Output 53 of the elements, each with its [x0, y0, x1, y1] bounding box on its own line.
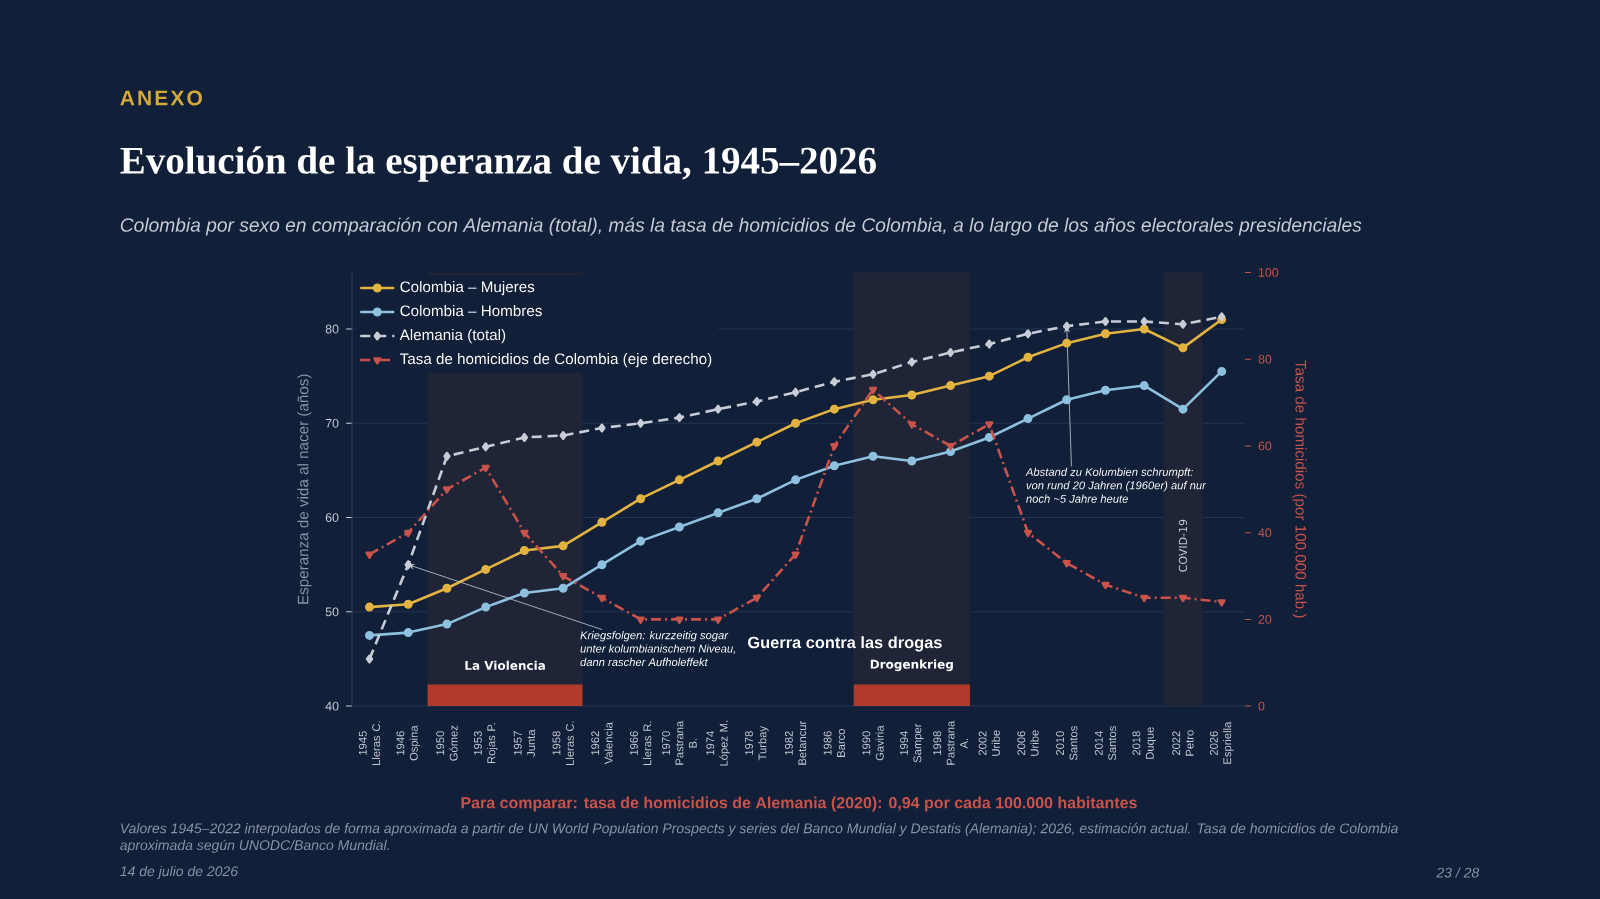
text: 14 de julio de 2026: [120, 865, 239, 879]
y-axis-title: Esperanza de vida al nacer (años): [297, 374, 312, 604]
x-tick-label: 2006 Uribe: [1017, 730, 1039, 756]
band-label: Drogenkrieg: [870, 659, 953, 672]
x-tick-label: 1970 Pastrana B.: [662, 720, 697, 765]
legend-label: Colombia – Mujeres: [400, 281, 535, 296]
x-tick-label: 1953 Rojas P.: [473, 723, 498, 764]
annotation: Kriegsfolgen: kurzzeitig sogar unter kolumbianischem Niveau, dann rascher Aufholeffekt: [580, 631, 735, 667]
text: Para comparar: tasa de homicidios de Alemania (2020): 0,94 por cada 100.000 habitantes: [461, 796, 1137, 812]
y2-tick-label: 80: [1258, 354, 1272, 364]
text: ANEXO: [120, 90, 202, 106]
annotation: Abstand zu Kolumbien schrumpft: von rund 20 Jahren (1960er) auf nur noch ~5 Jahre heute: [1025, 467, 1207, 503]
x-tick-label: 2010 Santos: [1056, 726, 1078, 761]
x-tick-label: 2022 Petro: [1172, 730, 1194, 756]
legend-label: Colombia – Hombres: [400, 305, 542, 317]
y-tick-label: 40: [325, 701, 339, 711]
y2-tick-label: 40: [1258, 528, 1272, 538]
x-tick-label: 2002 Uribe: [978, 730, 1000, 756]
legend-label: Tasa de homicidios de Colombia (eje derecho): [400, 353, 712, 368]
y-tick-label: 80: [325, 324, 339, 334]
band-label: COVID-19: [1178, 519, 1188, 572]
chart-subtitle: Colombia por sexo en comparación con Alemania (total), más la tasa de homicidios de Colombia, a lo largo de los años electorales presidenciales: [120, 217, 1362, 236]
x-tick-label: 1978 Turbay: [745, 725, 769, 761]
x-tick-label: 1962 Valencia: [591, 722, 613, 765]
x-tick-label: 1958 Lleras C.: [552, 721, 574, 765]
x-tick-label: 1950 Gómez: [436, 725, 458, 761]
x-tick-label: 1946 Ospina: [396, 725, 420, 761]
y2-tick-label: 60: [1258, 441, 1272, 451]
legend-label: Alemania (total): [399, 329, 506, 344]
x-tick-label: 2014 Santos: [1094, 726, 1117, 761]
x-tick-label: 2018 Duque: [1132, 727, 1156, 759]
x-tick-label: 2026 Espriella: [1209, 721, 1234, 764]
x-tick-label: 1986 Barco: [823, 729, 845, 757]
y2-tick-label: 100: [1258, 268, 1279, 277]
text: 23 / 28: [1436, 867, 1480, 878]
text: Valores 1945–2022 interpolados de forma aproximada a partir de UN World Population Prospects y series del Banco Mundial y Destatis (Alemania); 2026, estimación actual. Tasa de homicidios de Colombia aproximada según UNODC/Banco Mundial.: [120, 822, 1398, 853]
y2-tick-label: 0: [1258, 701, 1265, 711]
y-tick-label: 70: [325, 418, 339, 428]
y2-tick-label: 20: [1258, 614, 1272, 624]
y-tick-label: 50: [325, 607, 339, 617]
annotation: Guerra contra las drogas: [748, 636, 942, 652]
x-tick-label: 1974 López M.: [706, 720, 730, 766]
x-tick-label: 1982 Betancur: [784, 720, 807, 765]
y-tick-label: 60: [325, 513, 339, 522]
x-tick-label: 1966 Lleras R.: [629, 721, 652, 765]
x-tick-label: 1945 Lleras C.: [358, 721, 381, 765]
band-label: La Violencia: [465, 660, 545, 670]
chart-title: Evolución de la esperanza de vida, 1945–2026: [120, 146, 876, 182]
x-tick-label: 1998 Pastrana A.: [933, 720, 968, 765]
x-tick-label: 1990 Gaviria: [862, 725, 884, 761]
x-tick-label: 1994 Samper: [900, 723, 924, 763]
y2-axis-title: Tasa de homicidios (por 100.000 hab.): [1292, 360, 1307, 618]
x-tick-label: 1957 Junta: [513, 729, 536, 757]
